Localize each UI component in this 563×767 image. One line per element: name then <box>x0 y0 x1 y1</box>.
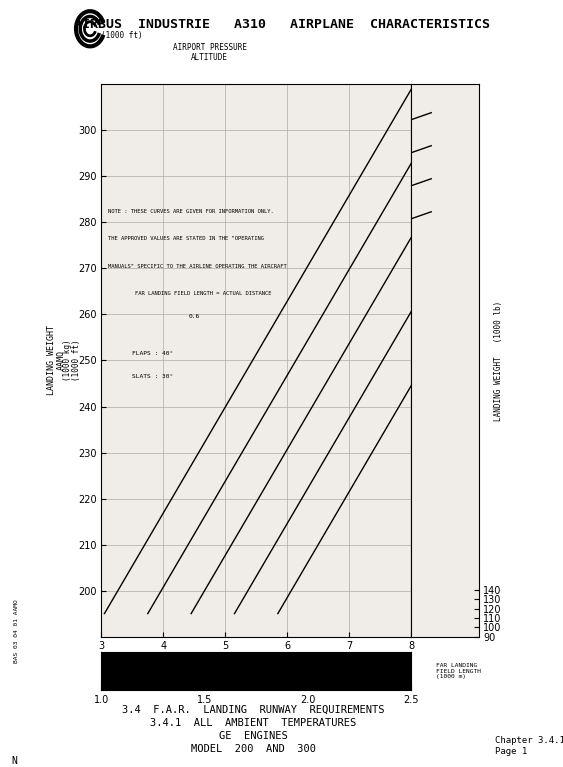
Text: Page 1: Page 1 <box>495 747 528 756</box>
Text: GE  ENGINES: GE ENGINES <box>219 730 288 741</box>
Text: (1000 ft): (1000 ft) <box>101 31 143 40</box>
Text: LANDING WEIGHT   (1000 lb): LANDING WEIGHT (1000 lb) <box>494 301 503 420</box>
Text: 3.4  F.A.R.  LANDING  RUNWAY  REQUIREMENTS: 3.4 F.A.R. LANDING RUNWAY REQUIREMENTS <box>122 704 385 715</box>
Text: BAS 03 04 01 AAMO: BAS 03 04 01 AAMO <box>15 599 19 663</box>
Text: FLAPS : 40°: FLAPS : 40° <box>132 351 173 357</box>
Text: FAR LANDING FIELD LENGTH = ACTUAL DISTANCE: FAR LANDING FIELD LENGTH = ACTUAL DISTAN… <box>135 291 272 297</box>
Text: LANDING WEIGHT: LANDING WEIGHT <box>47 325 56 396</box>
Text: Chapter 3.4.1: Chapter 3.4.1 <box>495 736 563 745</box>
Text: NOTE : THESE CURVES ARE GIVEN FOR INFORMATION ONLY.: NOTE : THESE CURVES ARE GIVEN FOR INFORM… <box>108 209 273 214</box>
Text: N: N <box>11 755 17 766</box>
Text: MODEL  200  AND  300: MODEL 200 AND 300 <box>191 743 316 754</box>
Text: MANUALS" SPECIFIC TO THE AIRLINE OPERATING THE AIRCRAFT: MANUALS" SPECIFIC TO THE AIRLINE OPERATI… <box>108 264 286 269</box>
Text: (1000 ft): (1000 ft) <box>72 340 81 381</box>
Text: FAR LANDING
FIELD LENGTH
(1000 m): FAR LANDING FIELD LENGTH (1000 m) <box>436 663 481 680</box>
Text: 0.6: 0.6 <box>189 314 200 320</box>
Text: THE APPROVED VALUES ARE STATED IN THE "OPERATING: THE APPROVED VALUES ARE STATED IN THE "O… <box>108 236 263 242</box>
Text: SLATS : 30°: SLATS : 30° <box>132 374 173 380</box>
Text: 3.4.1  ALL  AMBIENT  TEMPERATURES: 3.4.1 ALL AMBIENT TEMPERATURES <box>150 717 356 728</box>
Text: AIRBUS  INDUSTRIE   A310   AIRPLANE  CHARACTERISTICS: AIRBUS INDUSTRIE A310 AIRPLANE CHARACTER… <box>74 18 489 31</box>
Text: AIRPORT PRESSURE
ALTITUDE: AIRPORT PRESSURE ALTITUDE <box>173 43 247 62</box>
Text: (1000 kg): (1000 kg) <box>63 340 72 381</box>
Text: AAMO: AAMO <box>57 351 65 370</box>
